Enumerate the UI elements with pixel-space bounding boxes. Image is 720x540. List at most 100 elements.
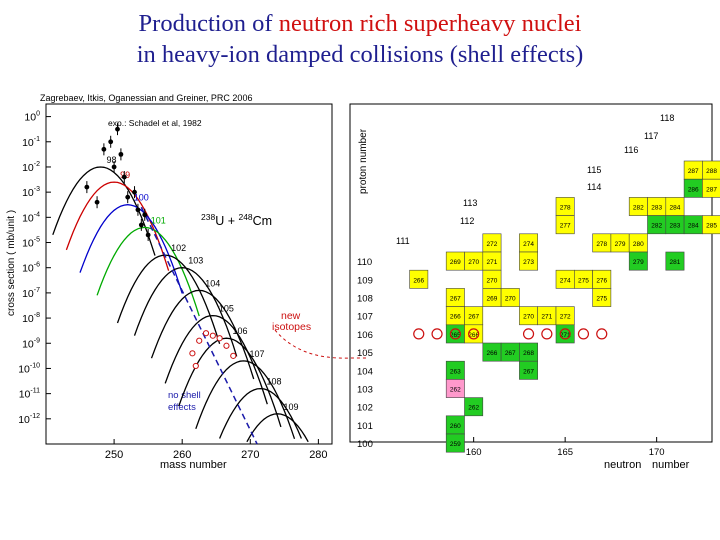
nuclide-cell-label: 285 xyxy=(706,223,717,230)
z-row-labels: 110 109 108 107 106 105 104 103 102 101 100 xyxy=(357,257,373,450)
nuclide-cell xyxy=(445,379,465,398)
nuclide-cell-label: 267 xyxy=(505,350,516,357)
nuclide-cell-label: 266 xyxy=(413,277,424,284)
svg-text:114: 114 xyxy=(587,182,601,192)
exp-point xyxy=(145,232,151,238)
y-tick-label: 10-1 xyxy=(22,136,40,149)
nuclide-cell-label: 270 xyxy=(505,296,516,303)
nuclide-cell-label: 270 xyxy=(487,277,498,284)
nuclide-cell xyxy=(519,251,539,271)
new-isotope-marker xyxy=(559,328,571,340)
nuclide-cell xyxy=(592,288,612,307)
plot-overlay xyxy=(84,123,368,445)
z-label: 103 xyxy=(357,385,373,396)
chart-frame xyxy=(349,103,713,443)
exp-point xyxy=(121,174,127,180)
exp-point xyxy=(111,164,117,170)
nuclide-cell-label: 279 xyxy=(615,241,626,248)
nuclide-cell-label: 260 xyxy=(450,423,461,430)
exp-legend: exp.: Schadel et al, 1982 xyxy=(108,118,202,128)
exp-point xyxy=(84,184,90,190)
nuclide-cell-label: 269 xyxy=(487,296,498,303)
z-group-labels: 118 117 116 115 114 113 112 111 xyxy=(396,113,674,246)
n-tick-label: 170 xyxy=(649,447,665,458)
y-tick-label: 10-4 xyxy=(22,211,40,224)
nuclide-cell-label: 283 xyxy=(670,223,681,230)
z-label: 100 xyxy=(357,439,373,450)
new-isotope-marker xyxy=(449,328,461,340)
series-line-107 xyxy=(195,360,296,440)
series-label-103: 103 xyxy=(188,256,203,266)
new-isotope-point xyxy=(209,332,216,339)
nuclide-cell xyxy=(702,215,720,235)
z-label: 108 xyxy=(357,294,373,305)
series-label-107: 107 xyxy=(249,349,264,359)
series-label-105: 105 xyxy=(219,304,234,314)
neutron-label: neutron xyxy=(604,459,641,471)
nuclide-cell-label: 268 xyxy=(523,350,534,357)
svg-text:111: 111 xyxy=(396,236,410,246)
nuclide-cell-label: 281 xyxy=(670,259,681,266)
nuclide-cell-label: 282 xyxy=(633,205,644,212)
series-line-100 xyxy=(79,204,183,294)
isotope-link xyxy=(274,329,368,359)
nuclide-cell-label: 275 xyxy=(596,296,607,303)
nuclide-cell xyxy=(702,178,720,198)
new-isotope-marker xyxy=(541,328,553,340)
nuclide-cell-label: 272 xyxy=(560,314,571,321)
nuclide-cell-label: 274 xyxy=(560,277,571,284)
slide-title: Production of neutron rich superheavy nu… xyxy=(0,8,720,70)
svg-text:118: 118 xyxy=(660,113,674,123)
nuclide-cell-label: 271 xyxy=(487,259,498,266)
series-label-101: 101 xyxy=(151,215,166,225)
nuclide-cell-label: 288 xyxy=(706,168,717,175)
new-isotope-marker xyxy=(413,328,425,340)
nuclide-cell-label: 270 xyxy=(468,259,479,266)
new-isotope-point xyxy=(202,330,210,337)
series-label-98: 98 xyxy=(106,155,116,165)
nuclide-cell-label: 265 xyxy=(450,332,461,339)
proton-axis-label: proton number xyxy=(358,128,369,194)
y-tick-label: 10-6 xyxy=(22,262,40,275)
nuclide-cell-label: 273 xyxy=(523,259,534,266)
nuclide-cell-label: 283 xyxy=(651,205,662,212)
y-tick-label: 10-9 xyxy=(22,337,40,350)
x-tick-label: 270 xyxy=(241,449,259,461)
new-isotope-marker xyxy=(596,328,608,340)
no-shell-label: no shell effects xyxy=(168,390,201,413)
y-tick-label: 10-5 xyxy=(22,237,40,250)
exp-point xyxy=(132,189,137,195)
series-label-100: 100 xyxy=(134,193,149,203)
nuclide-cell-label: 278 xyxy=(560,205,571,212)
new-isotope-point xyxy=(223,342,230,349)
nuclide-cell-label: 267 xyxy=(450,296,461,303)
svg-text:113: 113 xyxy=(463,198,477,208)
z-label: 102 xyxy=(357,403,373,414)
z-label: 104 xyxy=(357,366,373,377)
series-line-105 xyxy=(164,314,268,405)
svg-text:112: 112 xyxy=(460,216,474,226)
nuclide-cell-label: 272 xyxy=(487,241,498,248)
nuclide-cell-label: 262 xyxy=(468,405,479,412)
svg-text:117: 117 xyxy=(644,131,658,141)
series-line-101 xyxy=(96,226,200,317)
new-isotopes-label: new isotopes xyxy=(272,310,311,333)
z-label: 110 xyxy=(357,257,372,268)
citation: Zagrebaev, Itkis, Oganessian and Greiner… xyxy=(40,93,252,103)
new-isotope-marker xyxy=(431,328,443,340)
svg-text:115: 115 xyxy=(587,165,601,175)
x-ticks: 250 260 270 280 xyxy=(105,439,328,461)
series-line-99 xyxy=(65,181,170,271)
z-label: 101 xyxy=(357,421,373,432)
nuclide-cell-label: 271 xyxy=(541,314,552,321)
nuclide-cell xyxy=(628,251,648,271)
nuclide-cell-label: 266 xyxy=(450,314,461,321)
exp-point xyxy=(125,194,131,200)
y-ticks: 100 10-1 10-2 10-3 10-4 10-5 10-6 10-7 10-8 10-9 1… xyxy=(18,111,51,426)
exp-point xyxy=(138,222,144,228)
series-label-104: 104 xyxy=(205,278,220,288)
nuclide-cell-label: 284 xyxy=(688,223,699,230)
nuclide-cell-label: 287 xyxy=(688,168,699,175)
nuclide-cell-label: 276 xyxy=(596,277,607,284)
svg-text:116: 116 xyxy=(624,145,638,155)
